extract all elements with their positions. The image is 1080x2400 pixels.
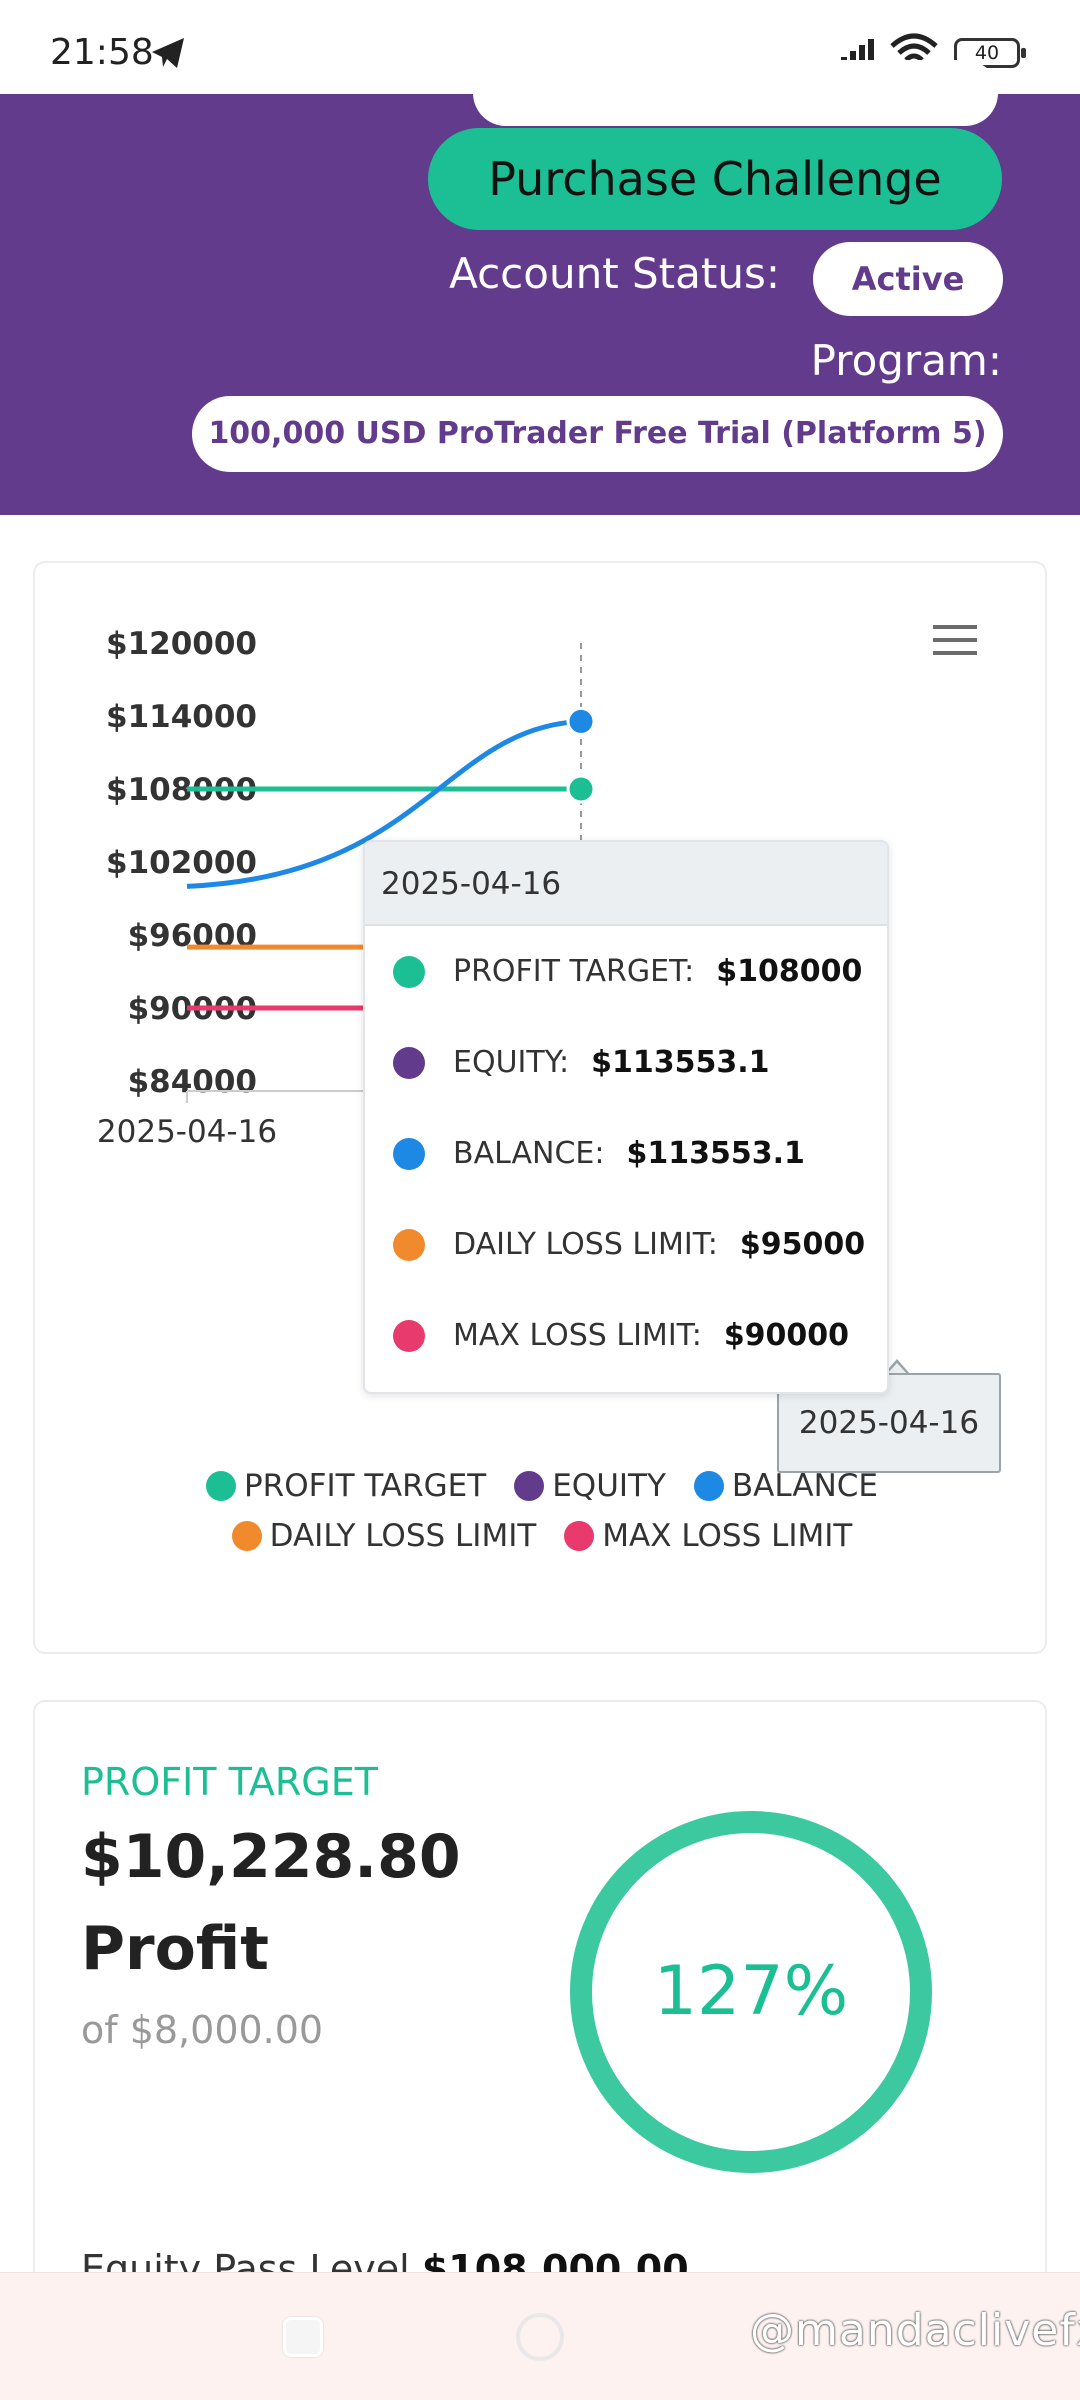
- tooltip-row-daily-loss-limit: DAILY LOSS LIMIT: $95000: [365, 1199, 887, 1290]
- home-button[interactable]: [516, 2313, 564, 2361]
- legend-label: BALANCE: [731, 1468, 878, 1504]
- progress-ring: [570, 1811, 932, 2173]
- series-line-balance: [186, 718, 582, 889]
- legend-item-profit-target[interactable]: PROFIT TARGET: [205, 1468, 487, 1504]
- progress-percent: 127%: [653, 1952, 849, 2031]
- legend-dot-icon: [205, 1471, 236, 1501]
- battery-icon: 40: [954, 38, 1026, 68]
- tooltip-row-profit-target: PROFIT TARGET: $108000: [365, 926, 887, 1017]
- balance-dot-icon: [393, 1137, 425, 1170]
- profit-target-dot-icon: [393, 955, 425, 988]
- y-tick-label: $120000: [106, 626, 257, 662]
- tooltip-row-equity: EQUITY: $113553.1: [365, 1017, 887, 1108]
- profit-target-of: of $8,000.00: [81, 2008, 324, 2052]
- tooltip-label: PROFIT TARGET:: [453, 954, 695, 989]
- legend-label: EQUITY: [552, 1468, 666, 1504]
- legend-label: DAILY LOSS LIMIT: [269, 1518, 537, 1554]
- tooltip-value: $95000: [739, 1227, 866, 1262]
- chart-legend: PROFIT TARGET EQUITY BALANCE DAILY LOSS …: [35, 1468, 1049, 1568]
- hamburger-menu-icon[interactable]: [933, 623, 977, 657]
- y-tick-label: $102000: [106, 845, 257, 881]
- legend-label: PROFIT TARGET: [243, 1468, 487, 1504]
- profit-amount: $10,228.80: [81, 1822, 461, 1892]
- balance-chart-card: $120000 $114000 $108000 $102000 $96000 $90000…: [33, 561, 1047, 1654]
- tooltip-label: BALANCE:: [453, 1136, 605, 1171]
- legend-label: MAX LOSS LIMIT: [602, 1518, 853, 1554]
- series-point-balance: [566, 706, 596, 736]
- program-label: Program:: [810, 336, 1002, 385]
- tooltip-row-max-loss-limit: MAX LOSS LIMIT: $90000: [365, 1290, 887, 1381]
- account-status-badge: Active: [813, 242, 1003, 316]
- profit-word: Profit: [81, 1914, 269, 1984]
- legend-item-equity[interactable]: EQUITY: [514, 1468, 666, 1504]
- program-value-badge: 100,000 USD ProTrader Free Trial (Platfo…: [192, 396, 1003, 472]
- tooltip-label: DAILY LOSS LIMIT:: [453, 1227, 718, 1262]
- tooltip-label: MAX LOSS LIMIT:: [453, 1318, 702, 1353]
- tooltip-value: $113553.1: [626, 1136, 805, 1171]
- account-header: Purchase Challenge Account Status: Activ…: [0, 60, 1080, 515]
- legend-dot-icon: [514, 1471, 545, 1501]
- crosshair-label-arrow-inner: [885, 1363, 909, 1376]
- watermark-text: @mandaclivefx: [750, 2305, 1080, 2356]
- tooltip-value: $90000: [723, 1318, 850, 1353]
- tooltip-row-balance: BALANCE: $113553.1: [365, 1108, 887, 1199]
- line-chart: $120000$114000$108000$102000$96000$90000…: [97, 626, 596, 1150]
- tooltip-value: $108000: [716, 954, 863, 989]
- legend-item-balance[interactable]: BALANCE: [693, 1468, 878, 1504]
- x-tick-label: 2025-04-16: [97, 1114, 277, 1150]
- legend-dot-icon: [564, 1521, 595, 1551]
- y-tick-label: $114000: [106, 699, 257, 735]
- tooltip-date: 2025-04-16: [365, 842, 887, 926]
- series-point-profit-target: [566, 774, 596, 804]
- legend-item-max-loss-limit[interactable]: MAX LOSS LIMIT: [564, 1518, 852, 1554]
- equity-dot-icon: [393, 1046, 425, 1079]
- legend-item-daily-loss-limit[interactable]: DAILY LOSS LIMIT: [231, 1518, 537, 1554]
- account-status-label: Account Status:: [449, 249, 780, 298]
- y-tick-label: $84000: [128, 1064, 257, 1100]
- chart-tooltip: 2025-04-16 PROFIT TARGET: $108000 EQUITY…: [363, 840, 889, 1394]
- progress-ring-fill: [570, 1811, 932, 2173]
- max-loss-dot-icon: [393, 1319, 425, 1352]
- legend-dot-icon: [693, 1471, 724, 1501]
- top-select-pill[interactable]: [473, 60, 998, 126]
- profit-target-label: PROFIT TARGET: [81, 1760, 378, 1804]
- system-nav-bar: @mandaclivefx: [0, 2272, 1080, 2400]
- tooltip-value: $113553.1: [591, 1045, 770, 1080]
- status-time: 21:58: [50, 32, 154, 73]
- legend-dot-icon: [231, 1521, 262, 1551]
- tooltip-label: EQUITY:: [453, 1045, 570, 1080]
- recent-apps-button[interactable]: [283, 2317, 323, 2357]
- daily-loss-dot-icon: [393, 1228, 425, 1261]
- purchase-challenge-button[interactable]: Purchase Challenge: [428, 128, 1002, 230]
- telegram-icon: [152, 38, 184, 68]
